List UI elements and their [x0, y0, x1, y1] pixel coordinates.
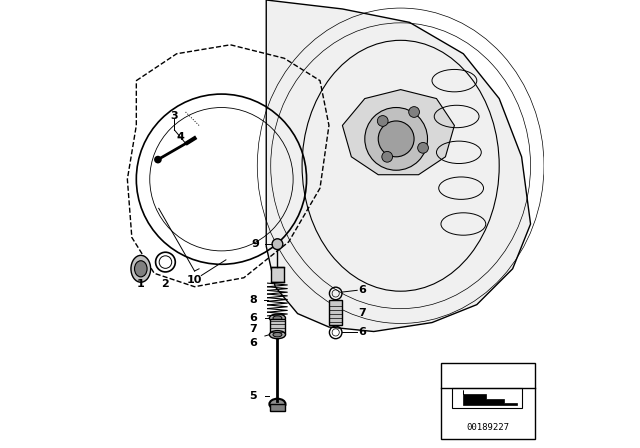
Ellipse shape — [273, 316, 282, 320]
Circle shape — [378, 121, 414, 157]
Circle shape — [382, 151, 392, 162]
Circle shape — [378, 116, 388, 126]
Text: 6: 6 — [250, 338, 257, 348]
Bar — [270, 319, 285, 334]
Circle shape — [409, 107, 419, 117]
Ellipse shape — [134, 261, 147, 277]
Circle shape — [365, 108, 428, 170]
Bar — [271, 267, 284, 282]
Ellipse shape — [273, 332, 282, 337]
Bar — [452, 388, 522, 408]
Text: 6: 6 — [358, 327, 366, 337]
PathPatch shape — [266, 0, 531, 332]
Text: 5: 5 — [250, 392, 257, 401]
PathPatch shape — [342, 90, 454, 175]
Bar — [270, 404, 285, 411]
Bar — [329, 300, 342, 325]
Text: 6: 6 — [358, 285, 366, 295]
Text: 7: 7 — [250, 324, 257, 334]
Text: 3: 3 — [171, 112, 178, 121]
Text: 1: 1 — [137, 280, 145, 289]
Circle shape — [272, 239, 283, 250]
Text: 10: 10 — [187, 275, 202, 285]
Text: 4: 4 — [177, 132, 184, 142]
Circle shape — [155, 156, 161, 163]
Text: 00189227: 00189227 — [467, 423, 509, 432]
Ellipse shape — [269, 331, 285, 339]
Text: 8: 8 — [250, 295, 257, 305]
Circle shape — [418, 142, 428, 153]
PathPatch shape — [463, 390, 517, 405]
Text: 2: 2 — [161, 280, 170, 289]
Ellipse shape — [269, 314, 285, 322]
Text: 9: 9 — [252, 239, 260, 249]
Bar — [441, 363, 535, 439]
Ellipse shape — [131, 255, 150, 282]
Ellipse shape — [269, 399, 285, 409]
Text: 7: 7 — [358, 308, 366, 318]
Text: 6: 6 — [250, 313, 257, 323]
